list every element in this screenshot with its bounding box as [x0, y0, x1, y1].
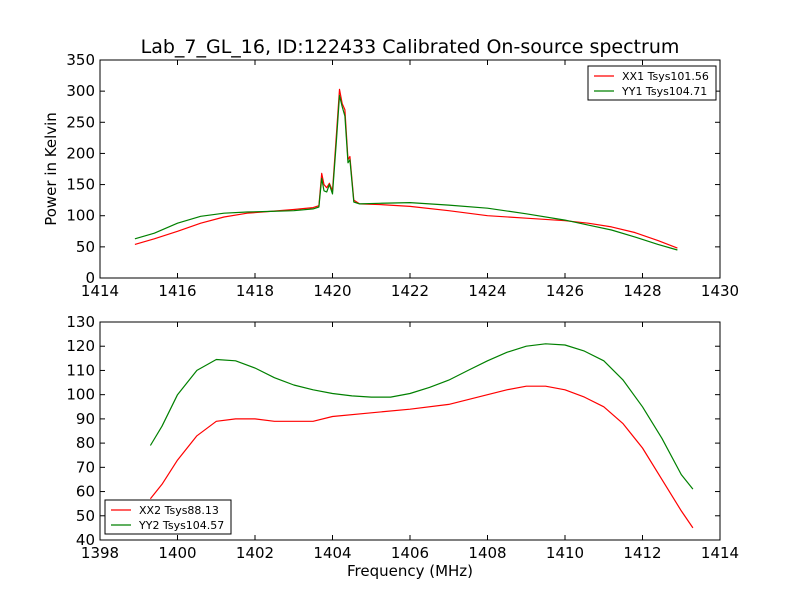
top-y-tick-label: 50 [76, 238, 95, 256]
top-legend: XX1 Tsys101.56 YY1 Tsys104.71 [587, 65, 717, 101]
bottom-y-tick-label: 130 [66, 313, 95, 331]
figure-title: Lab_7_GL_16, ID:122433 Calibrated On-sou… [141, 36, 680, 58]
bottom-x-tick-label: 1398 [81, 544, 119, 562]
top-y-tick-label: 250 [66, 113, 95, 131]
bottom-y-tick-label: 40 [76, 531, 95, 549]
top-x-tick-label: 1424 [468, 282, 506, 300]
bottom-x-tick-label: 1404 [313, 544, 351, 562]
top-legend-box [587, 65, 717, 101]
top-y-tick-label: 0 [85, 269, 95, 287]
top-y-tick-label: 150 [66, 176, 95, 194]
top-x-tick-label: 1422 [391, 282, 429, 300]
bottom-y-tick-label: 70 [76, 458, 95, 476]
bottom-y-tick-label: 60 [76, 483, 95, 501]
top-x-tick-label: 1428 [623, 282, 661, 300]
top-series-line-2 [134, 94, 678, 251]
top-legend-label-1: XX1 Tsys101.56 [622, 70, 709, 83]
top-legend-label-2: YY1 Tsys104.71 [621, 85, 707, 98]
bottom-series-line-1 [149, 385, 694, 529]
bottom-y-tick-label: 110 [66, 361, 95, 379]
bottom-y-tick-label: 100 [66, 386, 95, 404]
bottom-legend-label-1: XX2 Tsys88.13 [139, 504, 219, 517]
top-y-tick-label: 200 [66, 144, 95, 162]
bottom-x-tick-label: 1400 [158, 544, 196, 562]
bottom-x-tick-label: 1410 [546, 544, 584, 562]
bottom-panel: 1398 1400 1402 1404 1406 1408 1410 1412 1414 40 50… [66, 313, 739, 580]
bottom-x-tick-label: 1412 [623, 544, 661, 562]
top-panel: 1414 1416 1418 1420 1422 1424 1426 1428 1430 0 50 1… [42, 51, 739, 300]
bottom-x-tick-label: 1406 [391, 544, 429, 562]
bottom-series-line-2 [149, 343, 694, 490]
bottom-legend-box [104, 499, 232, 535]
bottom-x-axis-label: Frequency (MHz) [347, 562, 473, 580]
top-x-tick-label: 1426 [546, 282, 584, 300]
top-x-tick-label: 1430 [701, 282, 739, 300]
top-y-tick-label: 300 [66, 82, 95, 100]
bottom-x-tick-label: 1408 [468, 544, 506, 562]
bottom-x-tick-label: 1402 [236, 544, 274, 562]
bottom-y-tick-label: 120 [66, 337, 95, 355]
bottom-legend: XX2 Tsys88.13 YY2 Tsys104.57 [104, 499, 232, 535]
bottom-series-layer [149, 343, 694, 529]
top-x-tick-label: 1420 [313, 282, 351, 300]
top-x-tick-label: 1414 [81, 282, 119, 300]
top-x-tick-label: 1418 [236, 282, 274, 300]
bottom-y-tick-label: 90 [76, 410, 95, 428]
top-ticks-layer: 1414 1416 1418 1420 1422 1424 1426 1428 1430 0 50 1… [66, 51, 739, 300]
bottom-y-tick-label: 80 [76, 434, 95, 452]
top-series-layer [134, 88, 678, 251]
top-y-axis-label: Power in Kelvin [42, 112, 60, 226]
top-x-tick-label: 1416 [158, 282, 196, 300]
bottom-legend-label-2: YY2 Tsys104.57 [138, 519, 224, 532]
top-y-tick-label: 100 [66, 207, 95, 225]
bottom-ticks-layer: 1398 1400 1402 1404 1406 1408 1410 1412 1414 40 50… [66, 313, 739, 562]
top-y-tick-label: 350 [66, 51, 95, 69]
bottom-x-tick-label: 1414 [701, 544, 739, 562]
bottom-y-tick-label: 50 [76, 507, 95, 525]
